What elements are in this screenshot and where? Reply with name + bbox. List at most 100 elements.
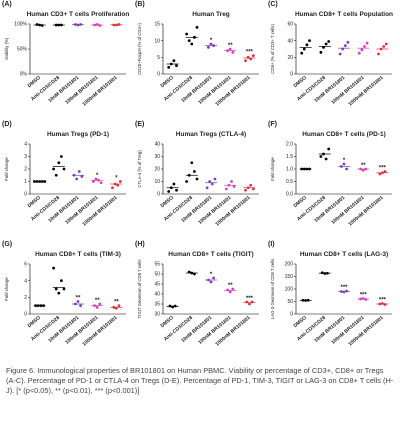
y-tick-label: 0 bbox=[157, 72, 160, 78]
data-point bbox=[195, 177, 199, 181]
y-tick-label: 0% bbox=[20, 72, 28, 78]
chart-title: Human Tregs (CTLA-4) bbox=[176, 131, 246, 138]
data-point bbox=[173, 304, 177, 308]
chart-title: Human CD3+ T cells Proliferation bbox=[27, 11, 130, 18]
y-tick-label: 100 bbox=[285, 287, 294, 293]
data-point bbox=[244, 59, 247, 63]
x-tick-label: DMSO bbox=[160, 75, 175, 89]
data-point bbox=[52, 167, 55, 171]
y-axis-label: LAG-3 Geomean of CD8 T cells bbox=[270, 259, 275, 320]
data-point bbox=[305, 43, 309, 47]
x-tick-label: DMSO bbox=[293, 75, 308, 89]
significance: ** bbox=[95, 298, 100, 304]
data-point bbox=[342, 162, 346, 166]
data-point bbox=[95, 305, 99, 309]
data-point bbox=[77, 170, 81, 173]
data-point bbox=[378, 172, 382, 176]
panel: (E) Human Tregs (CTLA-4) CTLA-4 (% of Treg… bbox=[135, 121, 259, 228]
data-point bbox=[52, 266, 55, 270]
data-point bbox=[205, 186, 209, 190]
data-point bbox=[190, 42, 194, 46]
data-point bbox=[175, 188, 178, 192]
y-tick-label: 40 bbox=[287, 38, 293, 44]
y-axis-label: CD25+Foxp3+(% of CD4+) bbox=[137, 23, 142, 75]
data-point bbox=[300, 51, 304, 55]
significance: * bbox=[210, 272, 213, 278]
y-tick-label: 10 bbox=[154, 179, 160, 185]
data-point bbox=[57, 291, 61, 295]
panel: (I) Human CD8+ T cells (LAG-3) LAG-3 Geome… bbox=[268, 241, 392, 348]
data-point bbox=[80, 175, 84, 178]
data-point bbox=[231, 50, 235, 54]
data-point bbox=[320, 271, 324, 275]
significance: *** bbox=[246, 50, 254, 56]
data-point bbox=[384, 42, 388, 46]
significance: *** bbox=[360, 293, 368, 299]
significance: *** bbox=[379, 298, 387, 304]
x-tick-label: DMSO bbox=[293, 315, 308, 329]
data-point bbox=[117, 304, 121, 308]
data-point bbox=[35, 23, 39, 26]
data-point bbox=[343, 44, 347, 48]
y-tick-label: 5 bbox=[157, 55, 160, 61]
panel: (G) Human CD8+ T cells (TIM-3) Fold change… bbox=[2, 241, 126, 348]
significance: ** bbox=[228, 283, 233, 289]
x-tick-label: 1000nM BR101801 bbox=[214, 75, 251, 108]
data-point bbox=[345, 167, 348, 171]
data-point bbox=[94, 177, 98, 181]
data-point bbox=[118, 180, 122, 183]
y-tick-label: 30 bbox=[154, 154, 160, 160]
data-point bbox=[248, 302, 251, 306]
data-point bbox=[319, 155, 323, 158]
x-tick-label: DMSO bbox=[160, 315, 175, 329]
y-tick-label: 4 bbox=[24, 142, 27, 148]
data-point bbox=[231, 287, 235, 291]
data-point bbox=[383, 303, 387, 306]
y-axis-label: CD8+ (% of CD3+ T cells) bbox=[270, 24, 275, 74]
y-tick-label: 60 bbox=[287, 22, 293, 28]
data-point bbox=[212, 276, 215, 280]
data-point bbox=[76, 300, 80, 303]
data-point bbox=[172, 59, 176, 63]
y-tick-label: 55 bbox=[154, 262, 160, 268]
panel: (F) Human CD8+ T cells (PD-1) Fold change 0… bbox=[268, 121, 392, 228]
data-point bbox=[249, 183, 253, 187]
y-axis-label: Fold change bbox=[270, 157, 275, 181]
data-point bbox=[116, 183, 120, 187]
significance: *** bbox=[340, 285, 348, 291]
data-point bbox=[383, 170, 387, 173]
x-tick-label: DMSO bbox=[293, 195, 308, 209]
data-point bbox=[171, 305, 174, 309]
caption: Figure 6. Immunological properties of BR… bbox=[6, 366, 394, 395]
y-tick-label: 4 bbox=[24, 278, 27, 284]
panel-label: (C) bbox=[268, 1, 278, 8]
y-axis-label: CTLA-4 (% of Treg) bbox=[137, 150, 142, 188]
y-tick-label: 15 bbox=[154, 22, 160, 28]
y-tick-label: 2.0 bbox=[286, 142, 293, 148]
x-tick-label: DMSO bbox=[27, 195, 42, 209]
y-tick-label: 1.5 bbox=[286, 154, 293, 160]
data-point bbox=[209, 280, 213, 284]
data-point bbox=[365, 41, 369, 45]
x-tick-label: DMSO bbox=[160, 195, 175, 209]
x-tick-label: 1000nM BR101801 bbox=[214, 195, 251, 228]
data-point bbox=[167, 190, 171, 193]
data-point bbox=[361, 168, 365, 172]
y-tick-label: 50 bbox=[154, 272, 160, 278]
panel-label: (D) bbox=[2, 121, 12, 128]
panel: (H) Human CD8+ T cells (TIGIT) TIGIT Geome… bbox=[135, 241, 259, 348]
data-point bbox=[207, 45, 210, 49]
data-point bbox=[302, 47, 306, 51]
x-tick-label: 1000nM BR101801 bbox=[81, 315, 118, 348]
y-tick-label: 150 bbox=[285, 274, 294, 280]
data-point bbox=[62, 287, 66, 291]
panel-label: (E) bbox=[135, 121, 144, 128]
data-point bbox=[210, 182, 214, 186]
panel-label: (A) bbox=[2, 1, 12, 8]
y-tick-label: 50 bbox=[287, 299, 293, 305]
data-point bbox=[54, 173, 58, 177]
panel-label: (B) bbox=[135, 1, 145, 8]
significance: ** bbox=[114, 300, 119, 306]
y-tick-label: 45 bbox=[154, 282, 160, 288]
y-tick-label: 200 bbox=[285, 262, 294, 268]
